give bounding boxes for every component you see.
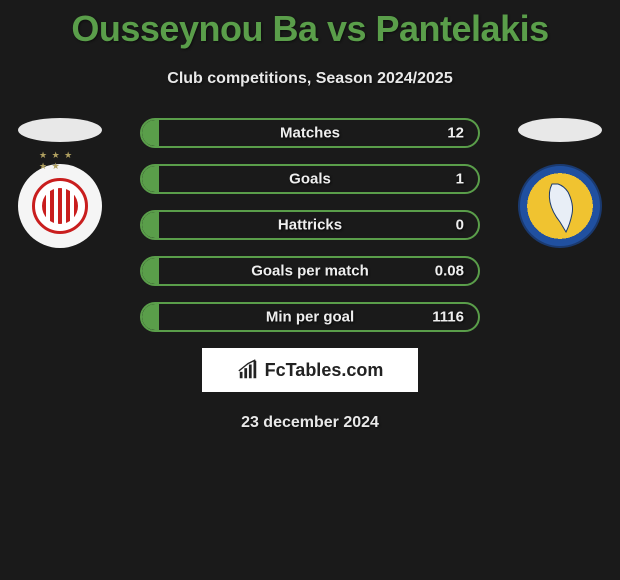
stat-label: Min per goal (266, 309, 354, 326)
player-left-silhouette (18, 118, 102, 142)
bar-chart-icon (237, 359, 259, 381)
comparison-body: ★ ★ ★ ★ ★ Matches 12 Goals 1 Hattricks 0 (0, 118, 620, 432)
stat-fill (142, 120, 159, 146)
player-right-column (518, 118, 602, 248)
comparison-title: Ousseynou Ba vs Pantelakis (0, 0, 620, 50)
competition-subtitle: Club competitions, Season 2024/2025 (0, 70, 620, 88)
brand-watermark: FcTables.com (202, 348, 418, 392)
stat-label: Goals (289, 171, 331, 188)
stats-list: Matches 12 Goals 1 Hattricks 0 Goals per… (140, 118, 480, 332)
stat-row-hattricks: Hattricks 0 (140, 210, 480, 240)
stat-value: 12 (447, 125, 464, 142)
stat-value: 1116 (432, 309, 464, 326)
player-right-silhouette (518, 118, 602, 142)
stat-row-matches: Matches 12 (140, 118, 480, 148)
stat-value: 0 (456, 217, 464, 234)
stat-label: Matches (280, 125, 340, 142)
player-left-column: ★ ★ ★ ★ ★ (18, 118, 102, 248)
brand-text: FcTables.com (265, 360, 384, 381)
stat-value: 1 (456, 171, 464, 188)
club-badge-left: ★ ★ ★ ★ ★ (18, 164, 102, 248)
stat-fill (142, 212, 159, 238)
stat-fill (142, 258, 159, 284)
stat-row-goals: Goals 1 (140, 164, 480, 194)
stat-label: Goals per match (251, 263, 369, 280)
stat-label: Hattricks (278, 217, 342, 234)
stat-row-min-per-goal: Min per goal 1116 (140, 302, 480, 332)
stat-value: 0.08 (435, 263, 464, 280)
stat-fill (142, 166, 159, 192)
club-badge-right (518, 164, 602, 248)
stat-row-goals-per-match: Goals per match 0.08 (140, 256, 480, 286)
stat-fill (142, 304, 159, 330)
stars-icon: ★ ★ ★ ★ ★ (39, 150, 81, 172)
snapshot-date: 23 december 2024 (0, 414, 620, 432)
